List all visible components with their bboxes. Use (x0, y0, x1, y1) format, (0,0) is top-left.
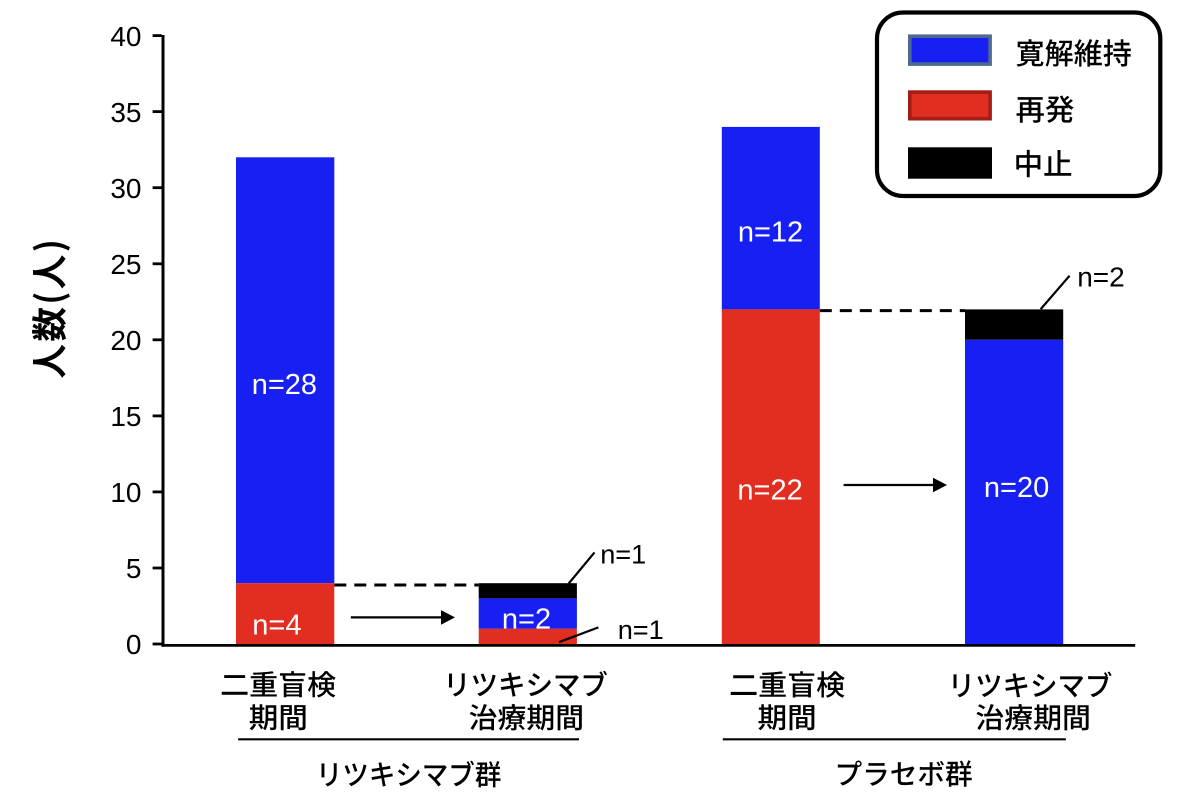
svg-text:25: 25 (110, 249, 141, 280)
svg-text:15: 15 (110, 401, 141, 432)
svg-text:n=2: n=2 (1077, 261, 1125, 292)
svg-text:10: 10 (110, 477, 141, 508)
svg-text:0: 0 (126, 629, 142, 660)
svg-text:35: 35 (110, 97, 141, 128)
svg-text:20: 20 (110, 325, 141, 356)
svg-text:n=2: n=2 (502, 604, 551, 636)
svg-text:n=12: n=12 (738, 217, 803, 249)
svg-text:30: 30 (110, 173, 141, 204)
svg-text:n=1: n=1 (600, 539, 646, 570)
svg-text:5: 5 (126, 553, 142, 584)
svg-text:n=1: n=1 (618, 614, 664, 645)
svg-text:n=28: n=28 (252, 369, 317, 401)
svg-text:n=22: n=22 (737, 475, 802, 507)
svg-text:n=4: n=4 (252, 610, 301, 642)
svg-text:n=20: n=20 (984, 472, 1049, 504)
svg-text:40: 40 (110, 21, 141, 52)
